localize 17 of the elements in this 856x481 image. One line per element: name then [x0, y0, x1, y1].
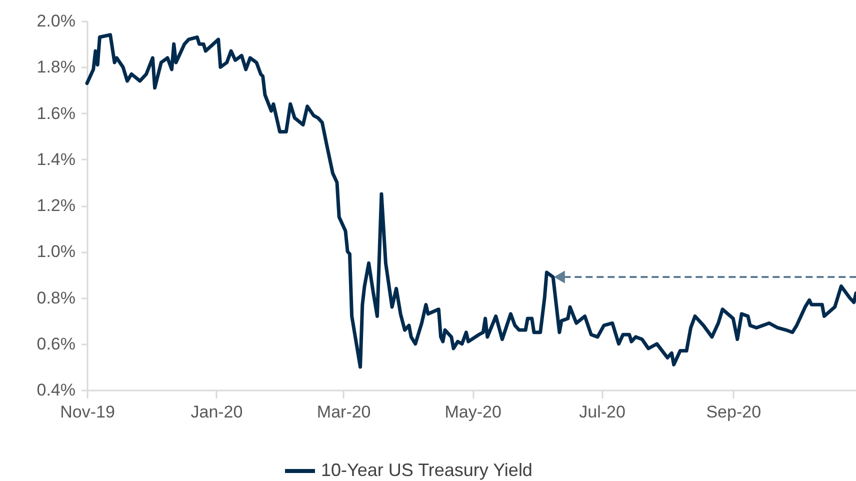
- y-tick-label: 1.6%: [36, 104, 76, 123]
- y-tick-label: 0.4%: [36, 380, 76, 400]
- x-tick-label: Jul-20: [579, 402, 626, 422]
- y-tick-label: 1.0%: [36, 242, 76, 262]
- x-tick-label: Jan-20: [190, 402, 243, 422]
- x-tick-label: May-20: [444, 402, 502, 422]
- y-tick-label: 1.2%: [36, 196, 76, 215]
- legend-label: 10-Year US Treasury Yield: [321, 460, 532, 480]
- y-tick-label: 2.0%: [36, 12, 76, 30]
- x-tick-label: Mar-20: [316, 402, 371, 422]
- y-tick-label: 1.8%: [36, 58, 76, 77]
- line-series: [85, 33, 856, 369]
- x-tick-label: Nov-19: [60, 402, 115, 422]
- y-tick-label: 0.6%: [36, 334, 76, 354]
- x-tick-label: Sep-20: [706, 402, 762, 422]
- y-tick-label: 0.8%: [36, 288, 76, 308]
- y-tick-label: 1.4%: [36, 150, 76, 169]
